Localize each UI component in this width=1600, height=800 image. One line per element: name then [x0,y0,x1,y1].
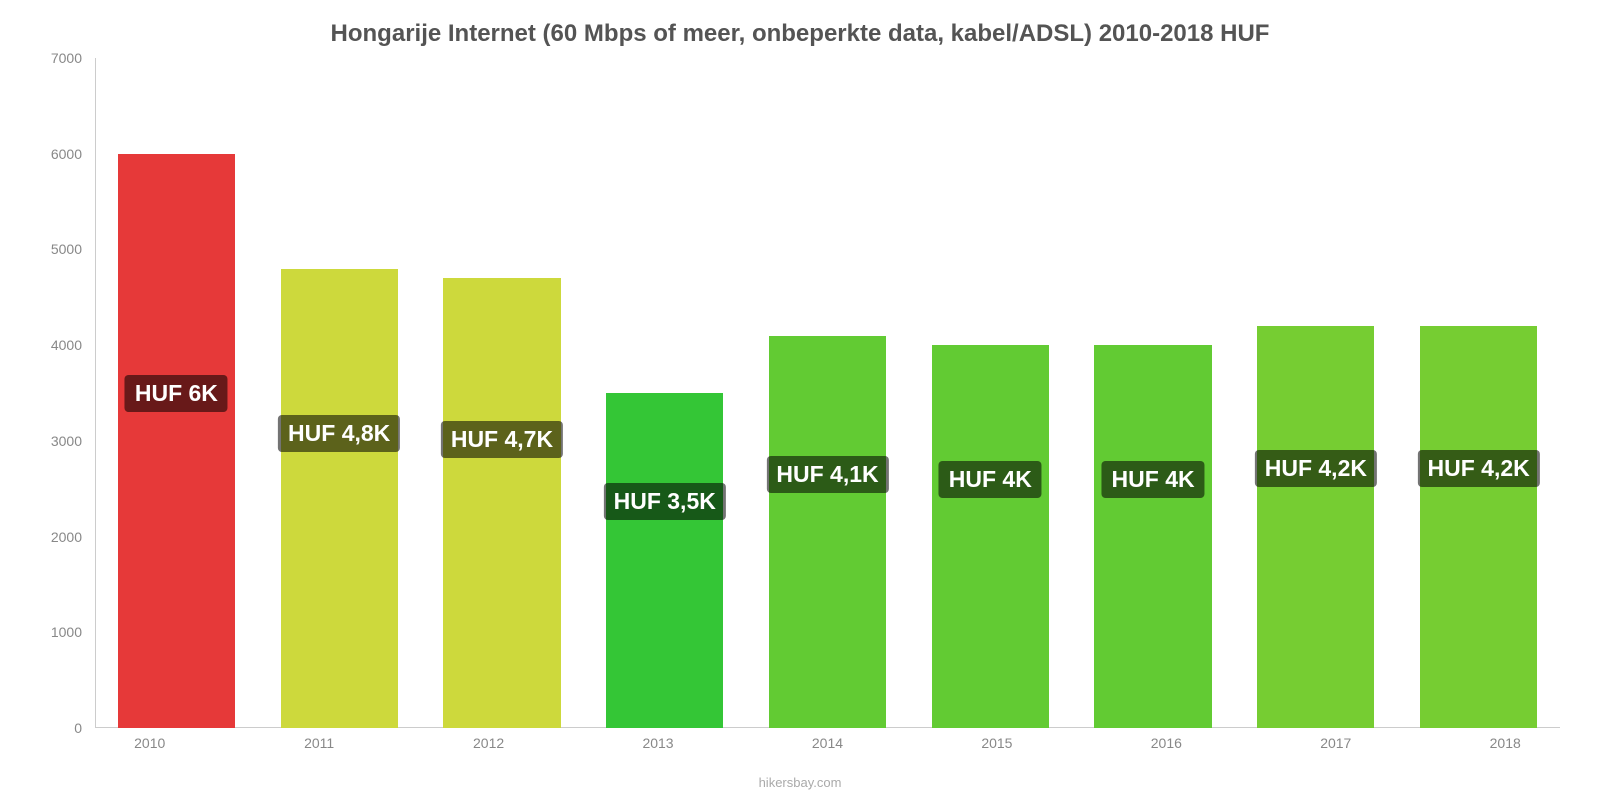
bar-slot: HUF 4K [1072,58,1235,728]
bar-value-label: HUF 4,1K [766,456,888,493]
y-axis: 01000200030004000500060007000 [30,58,90,728]
bar: HUF 4K [932,345,1049,728]
bar-value-label: HUF 3,5K [604,483,726,520]
bar-value-label: HUF 4K [939,461,1042,498]
y-tick-label: 5000 [51,241,82,257]
bar-slot: HUF 4,7K [421,58,584,728]
y-tick-label: 4000 [51,337,82,353]
bar-value-label: HUF 4,2K [1255,450,1377,487]
y-tick-label: 2000 [51,529,82,545]
bar: HUF 4,2K [1257,326,1374,728]
x-tick-label: 2010 [65,735,234,751]
x-tick-label: 2015 [912,735,1081,751]
y-tick-label: 7000 [51,50,82,66]
x-tick-label: 2016 [1082,735,1251,751]
bar-slot: HUF 4,1K [746,58,909,728]
bar-slot: HUF 6K [95,58,258,728]
y-tick-label: 6000 [51,146,82,162]
chart-container: Hongarije Internet (60 Mbps of meer, onb… [0,0,1600,800]
bar: HUF 4,7K [443,278,560,728]
bar-slot: HUF 4,2K [1397,58,1560,728]
attribution: hikersbay.com [0,775,1600,790]
bar-value-label: HUF 4K [1102,461,1205,498]
bar: HUF 4,8K [281,269,398,728]
x-tick-label: 2011 [234,735,403,751]
bar-value-label: HUF 4,8K [278,415,400,452]
bar-slot: HUF 4,2K [1234,58,1397,728]
bar: HUF 4K [1094,345,1211,728]
bar-value-label: HUF 4,7K [441,421,563,458]
plot-area: 01000200030004000500060007000 HUF 6KHUF … [30,58,1570,728]
chart-title: Hongarije Internet (60 Mbps of meer, onb… [30,20,1570,48]
bars-area: HUF 6K HUF 4,8K HUF 4,7K HUF 3,5K HUF 4,1K HU… [95,58,1560,728]
bar-slot: HUF 3,5K [583,58,746,728]
y-tick-label: 3000 [51,433,82,449]
bar: HUF 4,1K [769,336,886,728]
y-tick-label: 1000 [51,624,82,640]
x-tick-label: 2014 [743,735,912,751]
y-tick-label: 0 [74,720,82,736]
bar-value-label: HUF 4,2K [1418,450,1540,487]
x-tick-label: 2018 [1421,735,1590,751]
x-tick-label: 2017 [1251,735,1420,751]
bar-value-label: HUF 6K [125,375,228,412]
bar-slot: HUF 4K [909,58,1072,728]
bars-group: HUF 6K HUF 4,8K HUF 4,7K HUF 3,5K HUF 4,1K HU… [95,58,1560,728]
bar: HUF 3,5K [606,393,723,728]
bar: HUF 4,2K [1420,326,1537,728]
x-tick-label: 2012 [404,735,573,751]
x-tick-label: 2013 [573,735,742,751]
x-axis: 201020112012201320142015201620172018 [65,735,1590,751]
bar: HUF 6K [118,154,235,728]
bar-slot: HUF 4,8K [258,58,421,728]
